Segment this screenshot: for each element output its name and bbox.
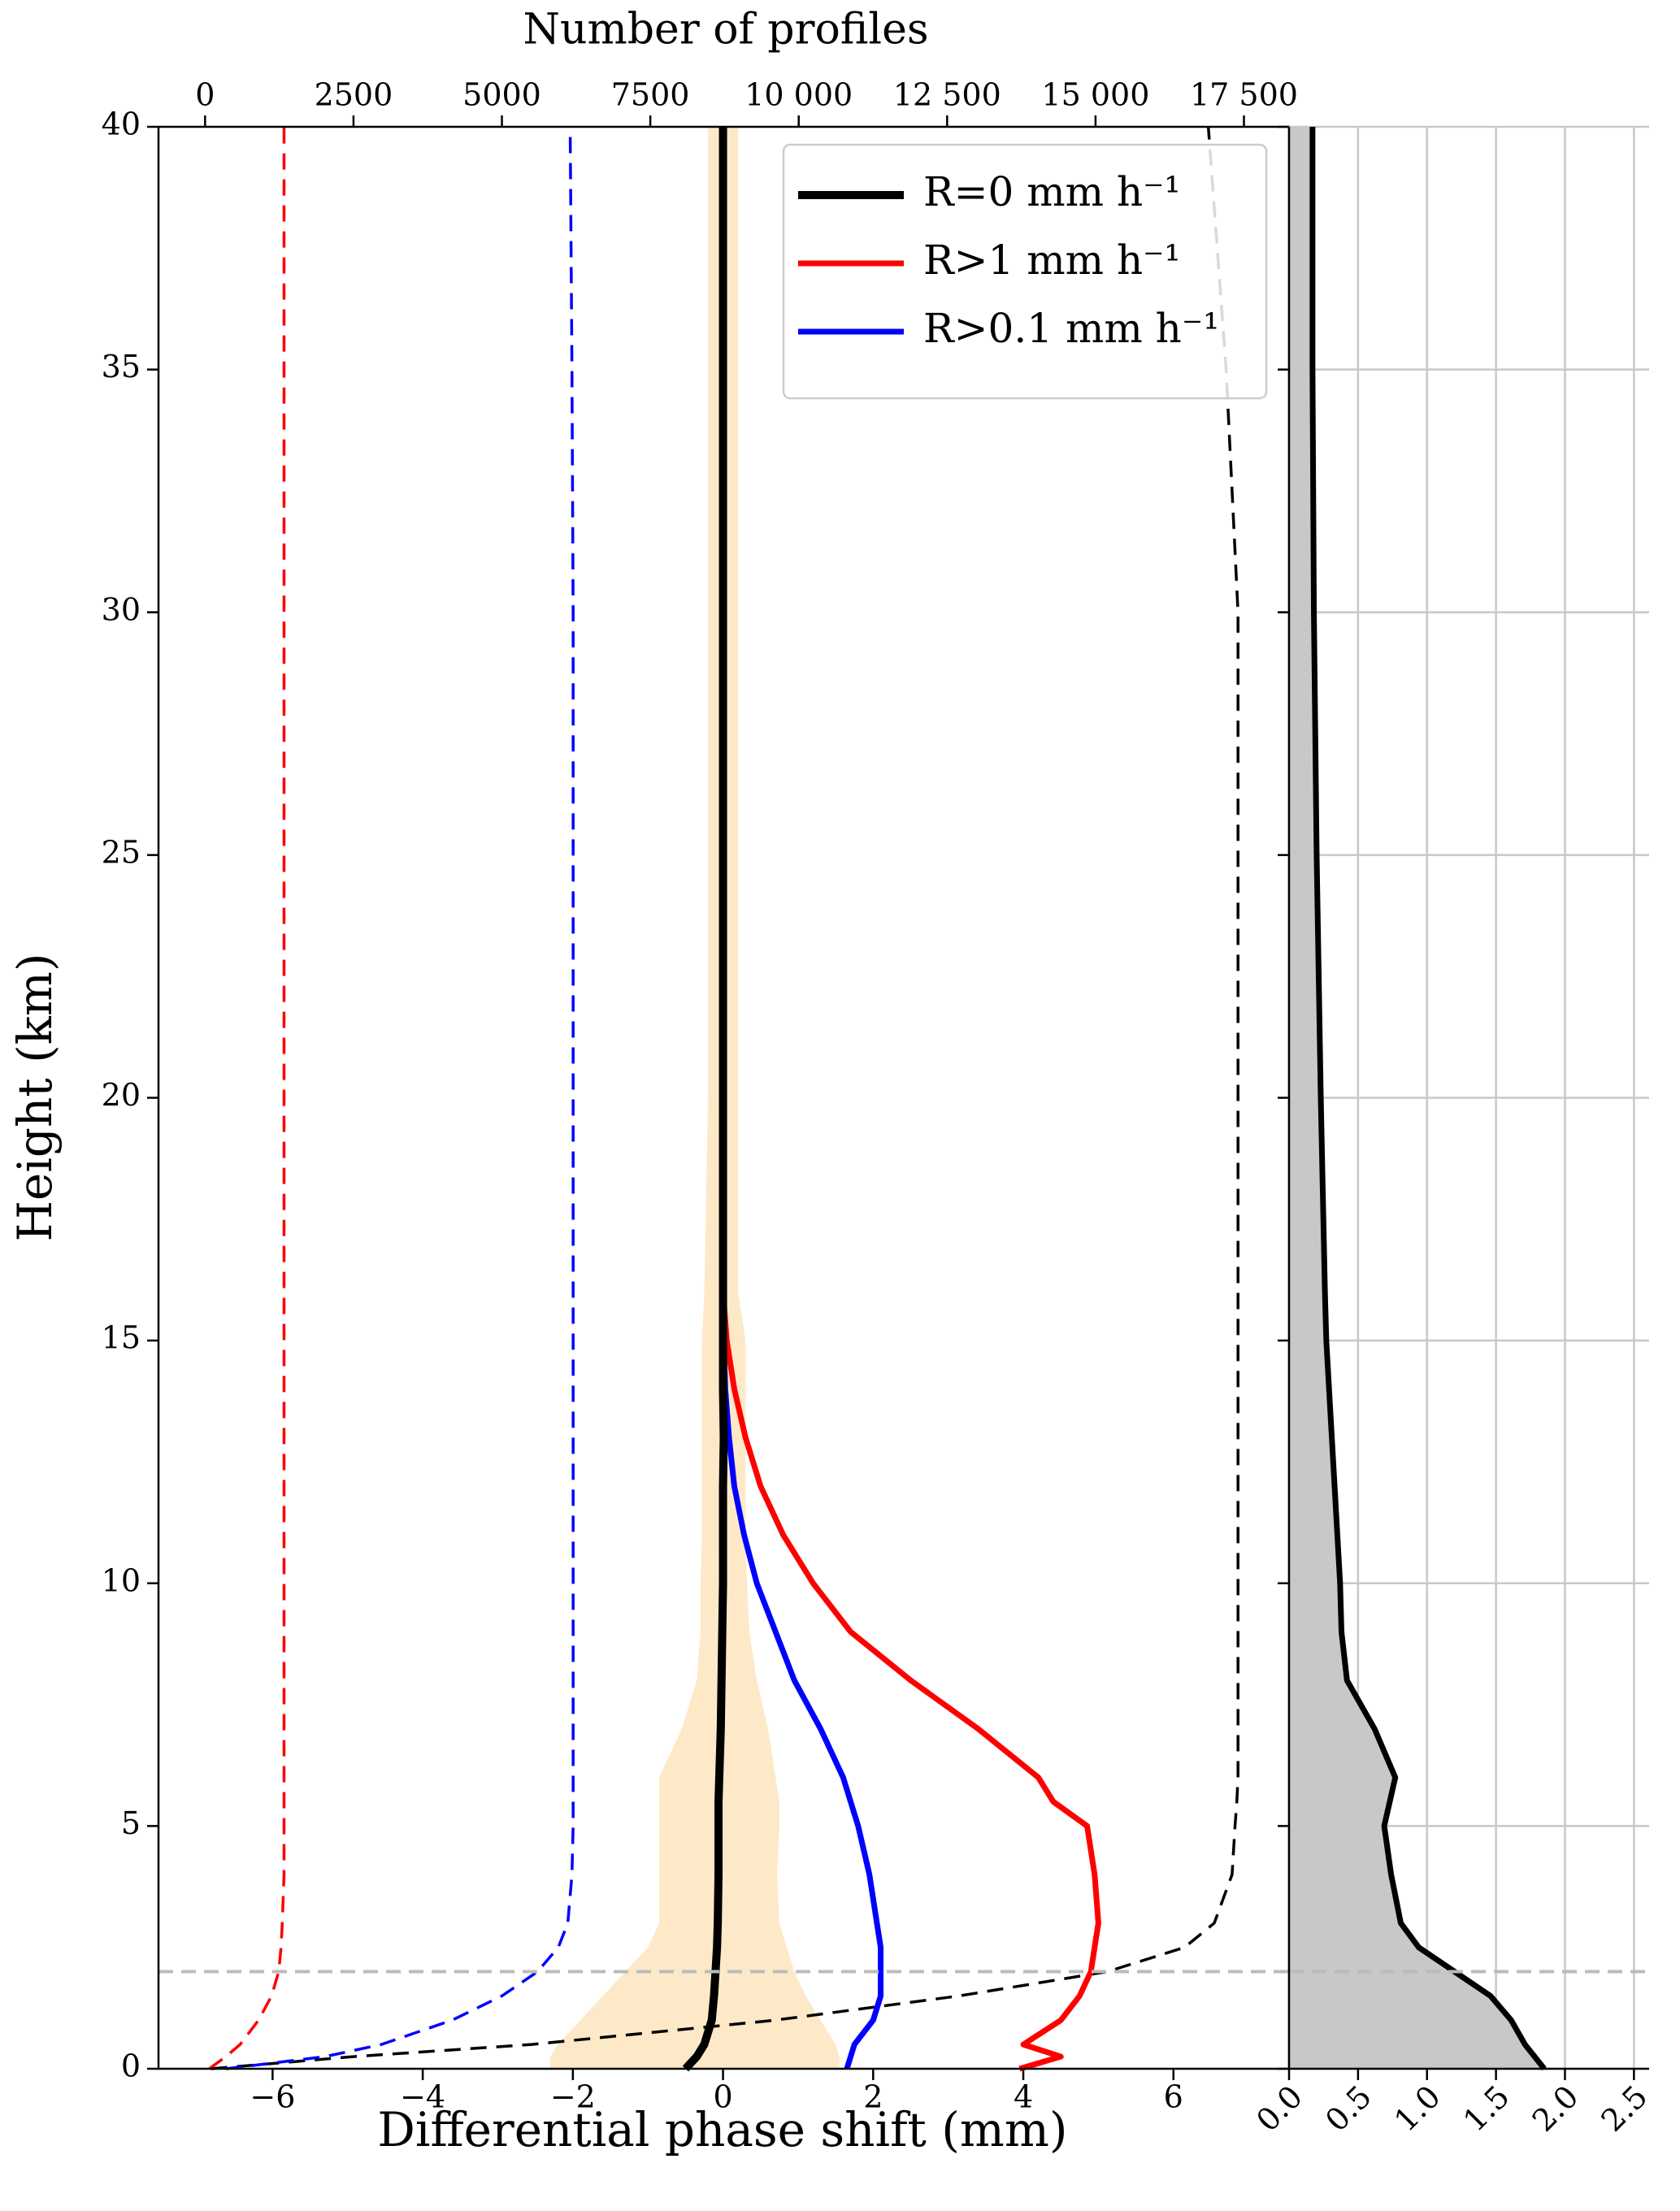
x-tick-label: 6 — [1164, 2079, 1183, 2115]
x-tick-label: 0 — [713, 2079, 732, 2115]
x-tick-label: −4 — [400, 2079, 445, 2115]
x-tick-label: 4 — [1014, 2079, 1033, 2115]
y-tick-label: 10 — [102, 1562, 141, 1598]
x-axis-label: Differential phase shift (mm) — [377, 2102, 1067, 2157]
legend-label: R>1 mm h⁻¹ — [923, 237, 1181, 284]
legend-box — [782, 143, 1268, 400]
x-tick-label: −6 — [250, 2079, 295, 2115]
count-line — [208, 127, 286, 2070]
y-axis-label: Height (km) — [7, 953, 63, 1241]
x2-axis-label: Number of profiles — [523, 6, 928, 54]
spread-band — [550, 127, 840, 2069]
y-tick-label: 25 — [102, 834, 141, 870]
x-tick-label: 2.5 — [1595, 2079, 1655, 2139]
area-fill — [1289, 127, 1544, 2069]
x-tick-label: 2.0 — [1526, 2079, 1586, 2139]
y-tick-label: 30 — [102, 592, 141, 628]
y-tick-label: 15 — [102, 1320, 141, 1356]
x-tick-label: −2 — [550, 2079, 596, 2115]
phase-line — [682, 127, 728, 2072]
y-tick-label: 0 — [121, 2048, 141, 2084]
x2-tick-label: 10 000 — [744, 77, 853, 113]
legend-label: R>0.1 mm h⁻¹ — [923, 305, 1219, 352]
x-tick-label: 2 — [863, 2079, 883, 2115]
y-tick-label: 40 — [102, 106, 141, 142]
x2-tick-label: 7500 — [611, 77, 690, 113]
x-tick-label: 0.5 — [1318, 2079, 1378, 2139]
legend-label: R=0 mm h⁻¹ — [923, 168, 1181, 215]
y-tick-label: 35 — [102, 349, 141, 384]
count-line — [225, 126, 575, 2070]
x-tick-label: 0.0 — [1249, 2079, 1309, 2139]
phase-line — [720, 127, 1101, 2072]
y-tick-label: 20 — [102, 1077, 141, 1113]
x2-tick-label: 15 000 — [1041, 77, 1149, 113]
x2-tick-label: 17 500 — [1190, 77, 1298, 113]
x-tick-label: 1.0 — [1387, 2079, 1448, 2139]
x2-tick-label: 12 500 — [893, 77, 1001, 113]
x-tick-label: 1.5 — [1456, 2079, 1517, 2139]
area-line — [1309, 127, 1547, 2071]
x2-tick-label: 2500 — [315, 77, 393, 113]
y-tick-label: 5 — [121, 1805, 141, 1841]
x2-tick-label: 5000 — [462, 77, 541, 113]
x2-tick-label: 0 — [195, 77, 215, 113]
